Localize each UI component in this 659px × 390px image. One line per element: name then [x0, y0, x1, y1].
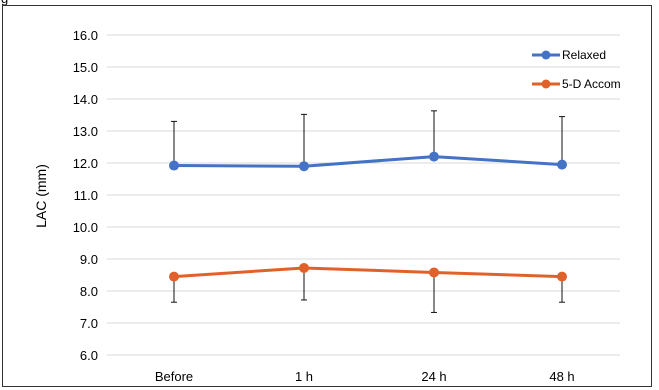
y-tick-label: 9.0	[80, 252, 98, 267]
y-tick-label: 8.0	[80, 284, 98, 299]
y-tick-label: 16.0	[73, 28, 98, 43]
data-point	[557, 159, 567, 170]
y-tick-label: 13.0	[73, 124, 98, 139]
y-tick-label: 12.0	[73, 156, 98, 171]
header-fragment: g	[1, 0, 8, 6]
data-point	[169, 271, 179, 282]
x-tick-label: 24 h	[421, 369, 446, 384]
y-axis-title: LAC (mm)	[33, 164, 49, 228]
series-lines	[169, 151, 567, 282]
data-point	[169, 160, 179, 171]
data-point	[429, 151, 439, 162]
data-point	[557, 271, 567, 282]
legend-marker	[541, 79, 551, 89]
grid-layer	[107, 34, 620, 356]
y-tick-label: 15.0	[73, 60, 98, 75]
header-strip: g	[0, 0, 659, 6]
series-line	[173, 155, 563, 168]
x-tick-labels: Before 1 h 24 h 48 h	[155, 369, 575, 384]
x-tick-label: Before	[155, 369, 193, 384]
x-tick-label: 48 h	[549, 369, 574, 384]
y-tick-label: 10.0	[73, 220, 98, 235]
y-tick-label: 11.0	[74, 188, 98, 203]
legend-label: 5-D Accom	[562, 77, 621, 91]
legend: Relaxed 5-D Accom	[532, 48, 621, 91]
legend-marker	[541, 50, 551, 60]
data-point	[429, 267, 439, 278]
y-tick-label: 6.0	[80, 348, 98, 363]
y-tick-label: 14.0	[73, 92, 98, 107]
data-point	[299, 161, 309, 172]
series-line	[173, 266, 563, 279]
x-tick-label: 1 h	[295, 369, 313, 384]
data-point	[299, 262, 309, 273]
legend-label: Relaxed	[562, 48, 606, 62]
y-tick-labels: 6.0 7.0 8.0 9.0 10.0 11.0 12.0 13.0 14.0 15.0 16.0	[73, 28, 98, 363]
error-bars	[171, 110, 565, 313]
y-tick-label: 7.0	[80, 316, 98, 331]
